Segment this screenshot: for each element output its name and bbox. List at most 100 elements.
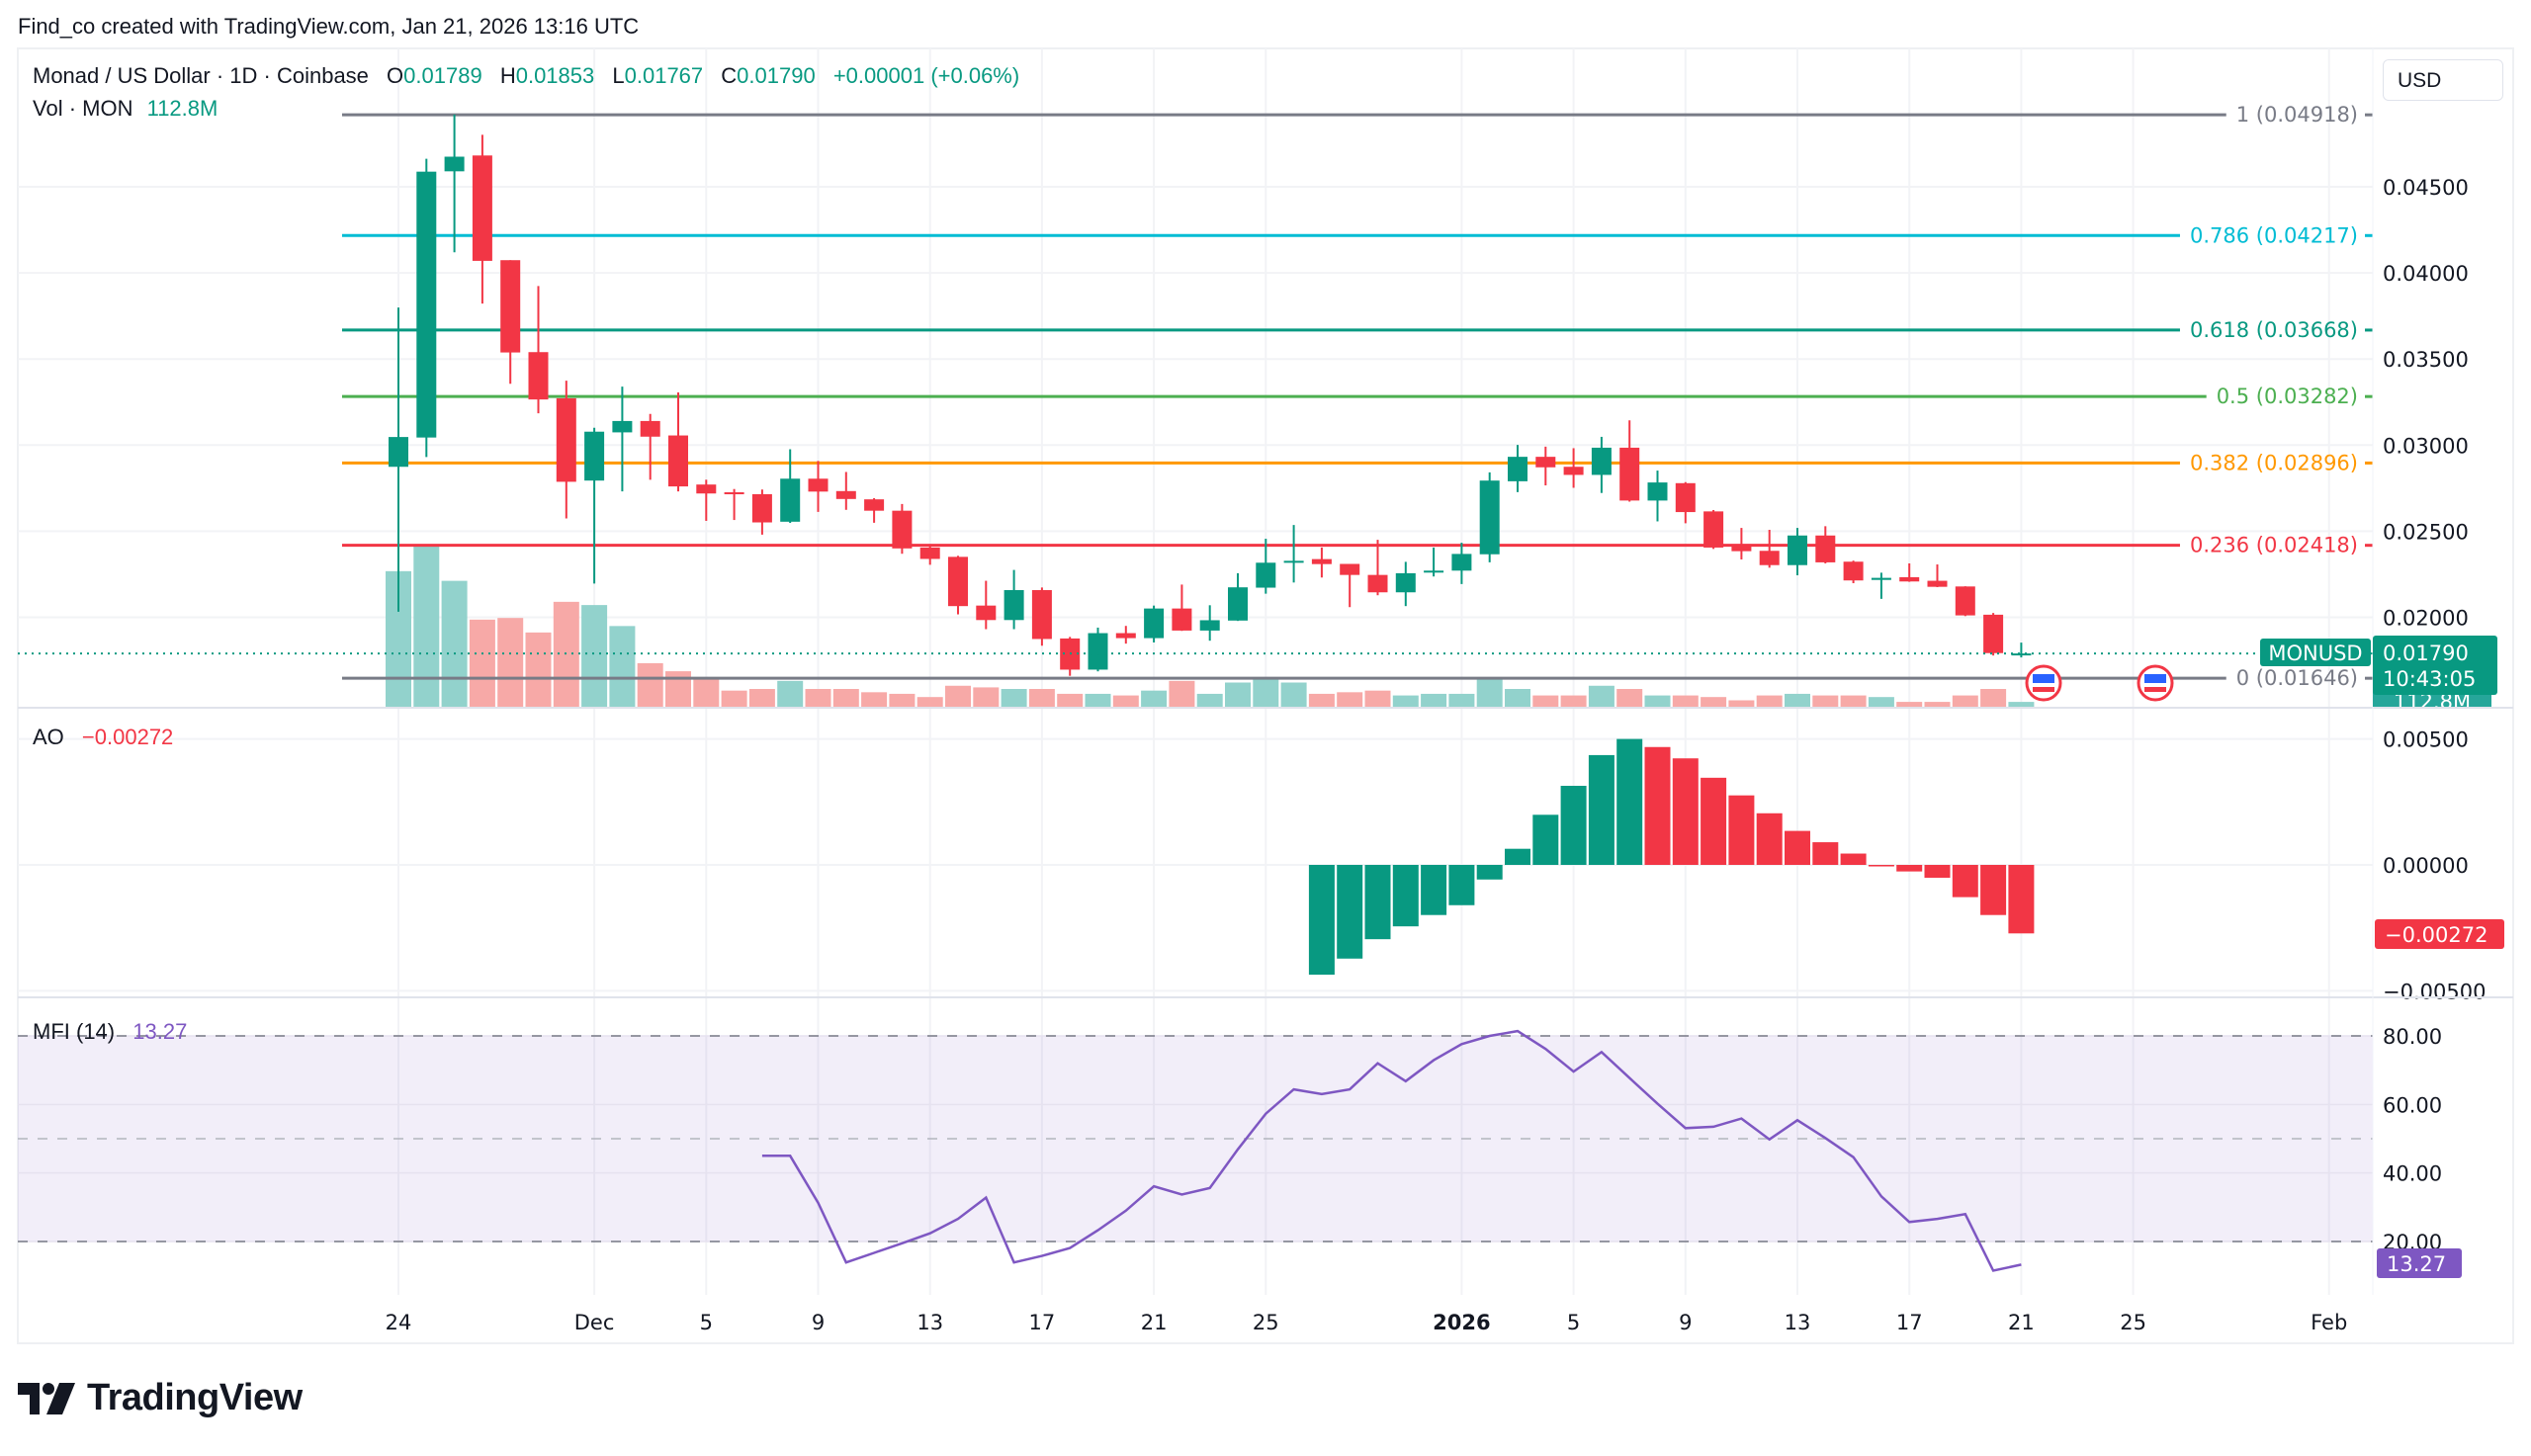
candle[interactable] [1172,584,1192,632]
candle-body [1311,558,1332,564]
tradingview-logo[interactable]: TradingView [18,1377,303,1419]
volume-bar [1308,693,1335,707]
candle[interactable] [1955,586,1975,617]
candle[interactable] [976,580,997,630]
candle[interactable] [1703,509,1724,550]
open-label: O [387,63,404,88]
candle[interactable] [1508,445,1527,492]
volume-bar [637,662,663,707]
candle[interactable] [1899,562,1920,582]
candle[interactable] [556,381,576,519]
symbol-legend[interactable]: Monad / US Dollar · 1D · Coinbase O0.017… [33,63,1019,89]
candle[interactable] [389,307,408,612]
candle[interactable] [1367,540,1388,596]
candle-body [1899,576,1920,582]
candle[interactable] [780,449,801,524]
candle[interactable] [528,286,549,414]
mfi-legend[interactable]: MFI (14) 13.27 [33,1019,187,1045]
candle[interactable] [1675,481,1696,524]
candle[interactable] [1927,564,1948,588]
candle[interactable] [696,479,717,521]
candle[interactable] [1479,471,1500,562]
candle[interactable] [1088,627,1108,672]
candle[interactable] [751,489,772,535]
candle[interactable] [1563,448,1584,488]
candle[interactable] [1340,563,1360,608]
candle[interactable] [1871,572,1891,599]
price-tick-label: 0.02000 [2383,607,2469,631]
us-flag-icon[interactable] [2137,664,2174,702]
candle[interactable] [1228,572,1248,622]
candle[interactable] [1395,561,1416,607]
candle[interactable] [584,427,605,584]
candle[interactable] [2011,642,2032,658]
candle[interactable] [416,158,437,458]
ao-bar [1896,865,1923,872]
currency-button[interactable]: USD [2383,59,2503,101]
candle[interactable] [1031,587,1052,646]
ao-bar [2008,865,2035,934]
candle[interactable] [1115,626,1136,644]
us-flag-icon[interactable] [2025,664,2062,702]
candle[interactable] [1788,528,1807,575]
volume-bar [1028,689,1055,707]
candle[interactable] [1759,530,1780,568]
candle[interactable] [919,546,940,565]
candle[interactable] [1591,436,1612,493]
candle[interactable] [1983,613,2004,656]
candle-body [444,156,465,172]
candle[interactable] [835,471,856,510]
ao-bar [1560,785,1587,865]
candle[interactable] [668,391,688,492]
candle[interactable] [444,114,465,253]
symbol-tag-text: MONUSD [2268,642,2362,665]
candle[interactable] [864,497,885,523]
change-value: +0.00001 (+0.06%) [832,63,1020,88]
volume-bar [441,580,468,707]
candle[interactable] [1144,605,1165,642]
candle[interactable] [472,134,492,304]
volume-bar [581,605,608,707]
candle[interactable] [500,260,521,385]
candle-body [1983,614,2004,653]
ao-tick-label: 0.00500 [2383,728,2469,752]
volume-bar [832,689,859,707]
candle-body [892,510,913,549]
ao-bar [1924,865,1951,878]
candle[interactable] [1199,605,1220,642]
candle[interactable] [1815,526,1836,563]
candle[interactable] [1731,528,1752,559]
chart-attribution: Find_co created with TradingView.com, Ja… [18,14,640,39]
tradingview-logo-text: TradingView [87,1377,303,1418]
volume-bar [748,689,775,707]
candle[interactable] [1647,471,1668,522]
candle-body [1144,608,1165,639]
candle[interactable] [724,488,744,521]
flag-stripe [2144,683,2166,687]
candle[interactable] [808,461,829,512]
candle[interactable] [892,503,913,555]
volume-legend[interactable]: Vol · MON 112.8M [33,96,218,122]
candle[interactable] [1283,525,1304,583]
candle[interactable] [640,413,660,480]
candle[interactable] [612,386,633,492]
candle[interactable] [1424,547,1444,577]
candle[interactable] [1451,543,1472,584]
volume-bar [1001,689,1027,707]
candle[interactable] [1311,547,1332,578]
candle[interactable] [1004,569,1024,630]
candle[interactable] [948,556,968,615]
candle[interactable] [1843,560,1864,584]
volume-bar [1337,692,1363,707]
candle-body [808,478,829,492]
candle[interactable] [1535,446,1556,486]
ao-legend[interactable]: AO −0.00272 [33,725,173,750]
volume-bar [1952,695,1978,707]
candle[interactable] [1619,420,1640,502]
ao-bar [1308,865,1335,976]
time-tick-label: Feb [2311,1311,2347,1334]
candle[interactable] [1256,539,1276,594]
volume-bar [497,618,524,707]
price-tag-value: 0.01790 [2383,642,2469,665]
